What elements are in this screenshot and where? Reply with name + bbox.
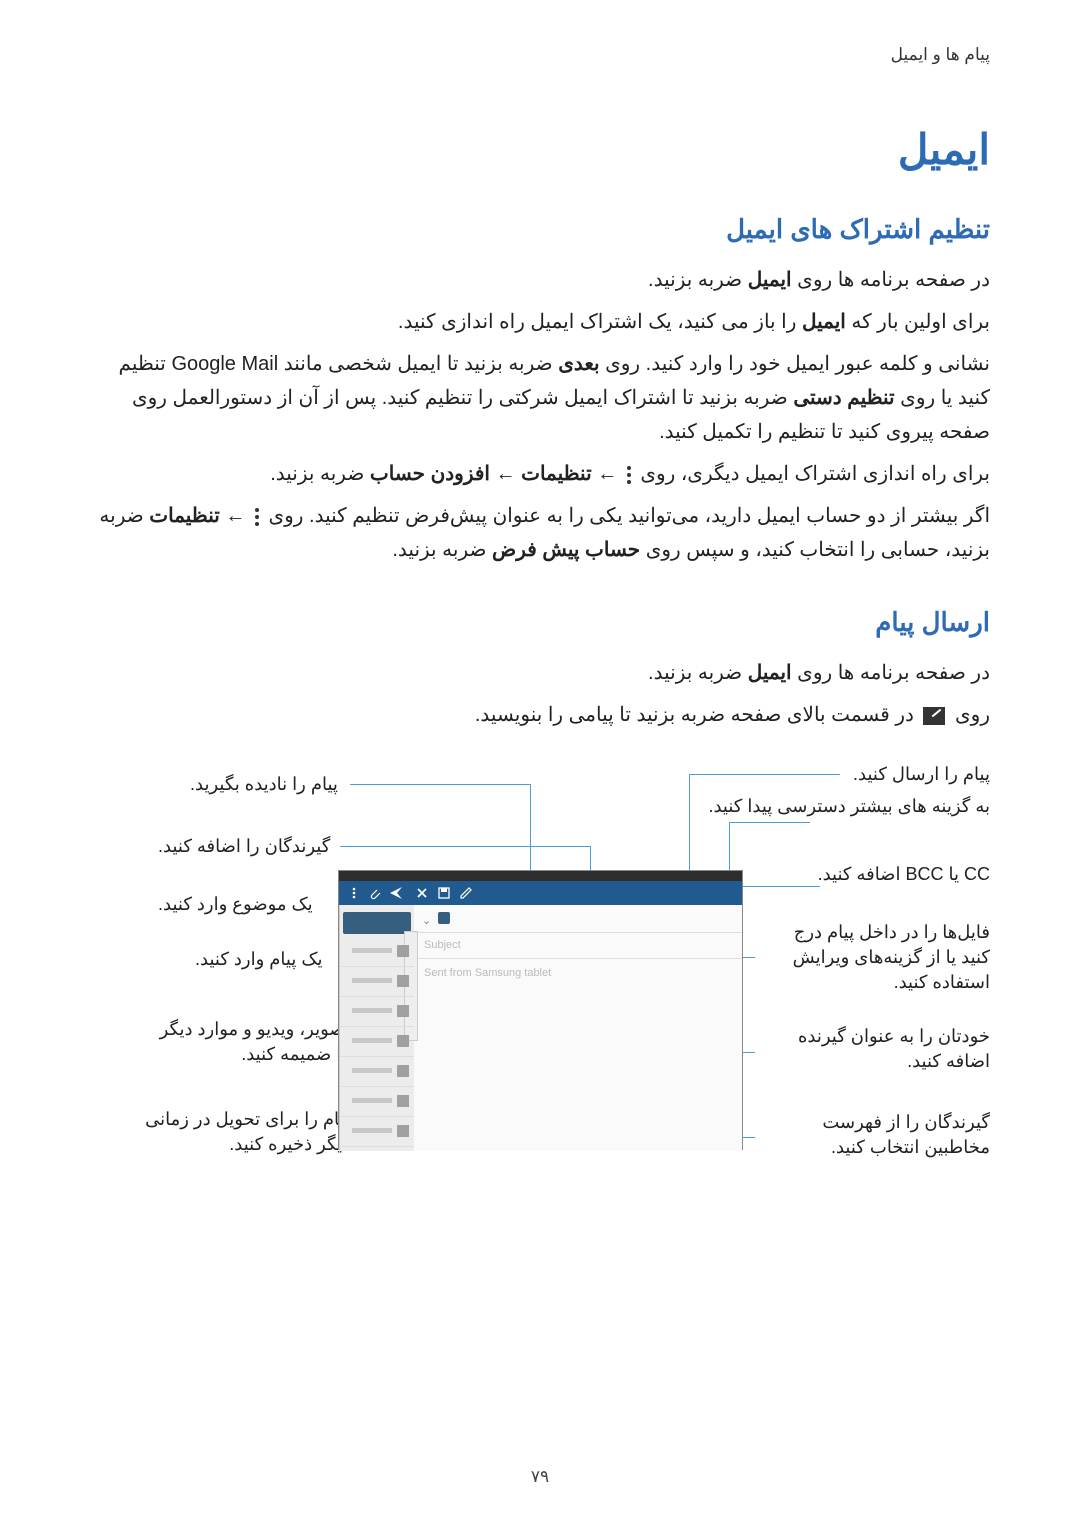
section1-p4: برای راه اندازی اشتراک ایمیل دیگری، روی … xyxy=(90,457,990,491)
edit-icon xyxy=(459,886,473,900)
compose-icon xyxy=(923,707,945,725)
main-title: ایمیل xyxy=(90,125,990,174)
page-number: ٧٩ xyxy=(0,1467,1080,1487)
more-icon xyxy=(347,886,361,900)
callout-subject: یک موضوع وارد کنید. xyxy=(158,892,313,917)
section2-p2: روی در قسمت بالای صفحه ضربه بزنید تا پیا… xyxy=(90,698,990,732)
expand-cc-icon: ⌄ xyxy=(422,914,431,927)
sidebar-row xyxy=(340,1117,414,1147)
subject-field: Subject xyxy=(414,933,742,959)
callout-insert-files: فایل‌ها را در داخل پیام درج کنید یا از گ… xyxy=(760,920,990,996)
callout-discard: پیام را نادیده بگیرید. xyxy=(190,772,338,797)
sidebar-row xyxy=(340,1027,414,1057)
sidebar-row xyxy=(340,937,414,967)
section2-p1: در صفحه برنامه ها روی ایمیل ضربه بزنید. xyxy=(90,656,990,690)
callout-from-contacts: گیرندگان را از فهرست مخاطبین انتخاب کنید… xyxy=(760,1110,990,1160)
contacts-icon xyxy=(438,912,450,924)
sidebar-header xyxy=(343,912,411,934)
save-icon xyxy=(437,886,451,900)
sidebar-row xyxy=(340,967,414,997)
send-icon xyxy=(389,886,403,900)
to-field: ⌄ xyxy=(414,905,742,933)
callout-body: یک پیام وارد کنید. xyxy=(195,947,322,972)
callout-cc-bcc: CC یا BCC اضافه کنید. xyxy=(818,862,990,887)
discard-icon xyxy=(415,886,429,900)
sidebar-row xyxy=(340,1057,414,1087)
compose-main: ⌄ Subject Sent from Samsung tablet xyxy=(414,905,742,1151)
attach-icon xyxy=(367,886,381,900)
sidebar-row xyxy=(340,997,414,1027)
callout-save-later: پیام را برای تحویل در زمانی دیگر ذخیره ک… xyxy=(140,1107,350,1157)
sidebar-row xyxy=(340,1087,414,1117)
section1-p3: نشانی و کلمه عبور ایمیل خود را وارد کنید… xyxy=(90,347,990,449)
folder-sidebar xyxy=(339,905,414,1151)
callout-add-self: خودتان را به عنوان گیرنده اضافه کنید. xyxy=(760,1024,990,1074)
section1-p1: در صفحه برنامه ها روی ایمیل ضربه بزنید. xyxy=(90,263,990,297)
callout-attach: تصویر، ویدیو و موارد دیگر را ضمیمه کنید. xyxy=(155,1017,350,1067)
section1-p2: برای اولین بار که ایمیل را باز می کنید، … xyxy=(90,305,990,339)
toolbar xyxy=(339,881,742,905)
menu-icon xyxy=(255,508,259,526)
callout-send: پیام را ارسال کنید. xyxy=(853,762,990,787)
callout-more-options: به گزینه های بیشتر دسترسی پیدا کنید. xyxy=(708,794,990,819)
menu-icon xyxy=(627,466,631,484)
diagram: پیام را ارسال کنید. به گزینه های بیشتر د… xyxy=(90,762,990,1202)
section2-title: ارسال پیام xyxy=(90,607,990,638)
breadcrumb: پیام ها و ایمیل xyxy=(90,45,990,65)
statusbar xyxy=(339,871,742,881)
callout-add-recipients: گیرندگان را اضافه کنید. xyxy=(158,834,330,859)
compose-screenshot: ⌄ Subject Sent from Samsung tablet xyxy=(338,870,743,1150)
body-field: Sent from Samsung tablet xyxy=(414,959,742,987)
section1-p5: اگر بیشتر از دو حساب ایمیل دارید، می‌توا… xyxy=(90,499,990,567)
section1-title: تنظیم اشتراک های ایمیل xyxy=(90,214,990,245)
